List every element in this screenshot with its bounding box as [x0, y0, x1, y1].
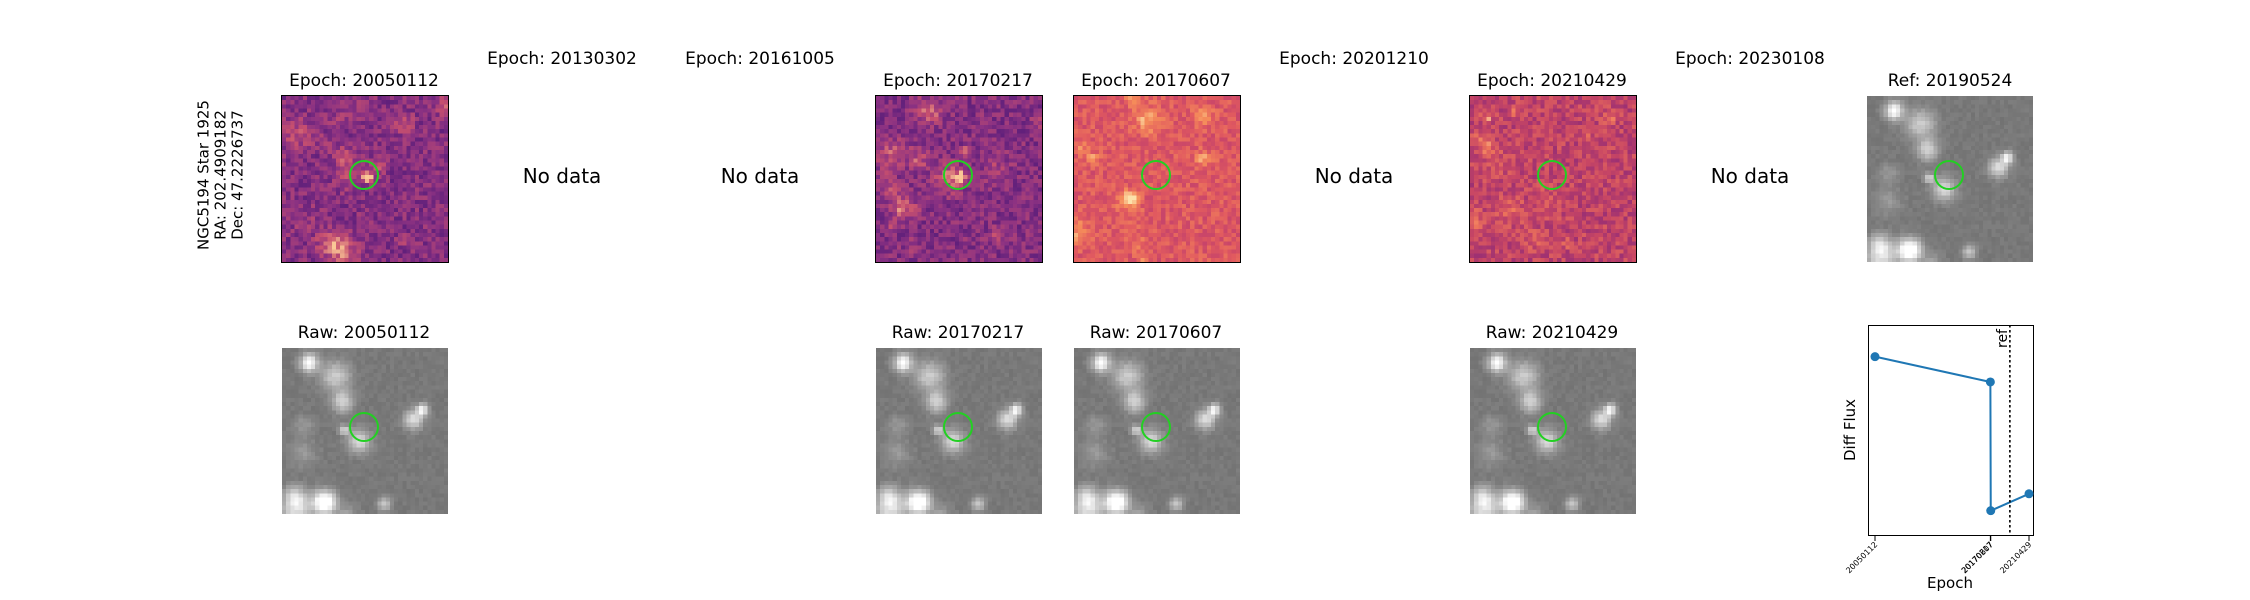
light-curve-point — [1986, 506, 1996, 516]
aperture-circle — [1537, 160, 1567, 190]
raw-title-4: Raw: 20170217 — [891, 323, 1025, 343]
epoch-title-7: Epoch: 20210429 — [1477, 71, 1627, 91]
raw-title-7: Raw: 20210429 — [1485, 323, 1619, 343]
epoch-title-1: Epoch: 20050112 — [289, 71, 439, 91]
diff-image-7 — [1469, 95, 1637, 263]
light-curve-ylabel: Diff Flux — [1841, 399, 1859, 461]
diff-image-5 — [1073, 95, 1241, 263]
aperture-circle — [1141, 160, 1171, 190]
aperture-circle — [943, 412, 973, 442]
light-curve-xlabel: Epoch — [1927, 574, 1973, 592]
star-ra: RA: 202.4909182 — [211, 110, 230, 240]
star-name: NGC5194 Star 1925 — [194, 100, 213, 250]
light-curve-point — [2024, 489, 2034, 499]
diff-image-1 — [281, 95, 449, 263]
aperture-circle — [943, 160, 973, 190]
star-info-label: NGC5194 Star 1925 RA: 202.4909182 Dec: 4… — [194, 100, 247, 250]
epoch-title-8: Epoch: 20230108 — [1675, 49, 1825, 69]
raw-title-5: Raw: 20170607 — [1089, 323, 1223, 343]
epoch-title-2: Epoch: 20130302 — [487, 49, 637, 69]
no-data-label-8: No data — [1710, 164, 1790, 188]
epoch-title-3: Epoch: 20161005 — [685, 49, 835, 69]
reference-line-label: ref — [1995, 328, 2011, 348]
raw-image-5 — [1074, 348, 1240, 514]
aperture-circle — [349, 412, 379, 442]
aperture-circle — [1934, 160, 1964, 190]
star-dec: Dec: 47.2226737 — [228, 110, 247, 240]
no-data-label-3: No data — [720, 164, 800, 188]
diff-image-4 — [875, 95, 1043, 263]
x-tick-label: 20210429 — [1998, 540, 2033, 575]
raw-image-1 — [282, 348, 448, 514]
light-curve-line — [1874, 355, 2030, 513]
reference-image — [1867, 96, 2033, 262]
epoch-title-6: Epoch: 20201210 — [1279, 49, 1429, 69]
aperture-circle — [1537, 412, 1567, 442]
no-data-label-6: No data — [1314, 164, 1394, 188]
light-curve-point — [1870, 352, 1880, 362]
x-tick-label: 20050112 — [1844, 540, 1879, 575]
light-curve-axes — [1868, 325, 2034, 536]
no-data-label-2: No data — [522, 164, 602, 188]
reference-title: Ref: 20190524 — [1887, 71, 2013, 91]
raw-image-7 — [1470, 348, 1636, 514]
raw-title-1: Raw: 20050112 — [297, 323, 431, 343]
epoch-title-5: Epoch: 20170607 — [1081, 71, 1231, 91]
x-tick-label: 20170607 — [1960, 540, 1995, 575]
raw-image-4 — [876, 348, 1042, 514]
aperture-circle — [349, 160, 379, 190]
aperture-circle — [1141, 412, 1171, 442]
light-curve-point — [1985, 377, 1995, 387]
epoch-title-4: Epoch: 20170217 — [883, 71, 1033, 91]
